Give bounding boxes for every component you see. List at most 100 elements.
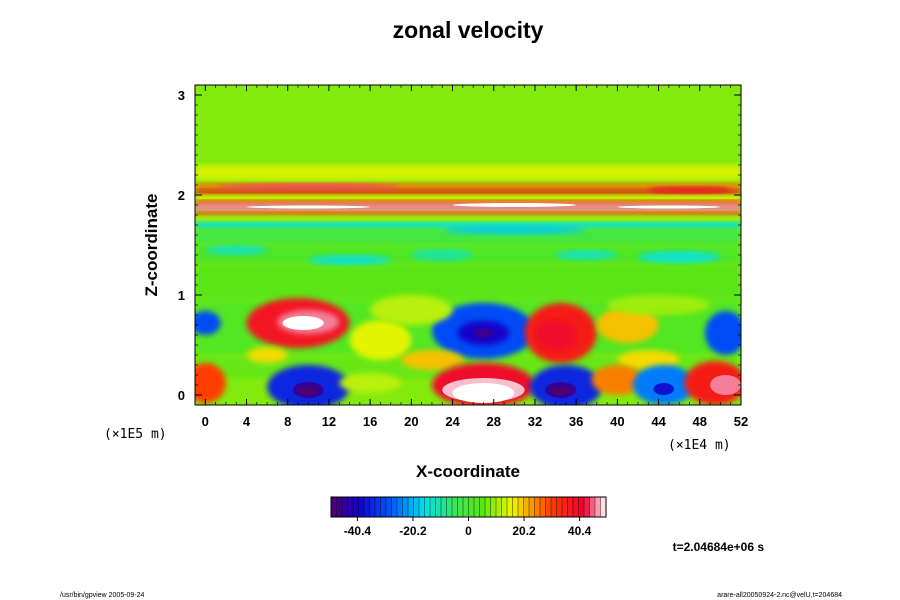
z-tick-label: 1 <box>178 288 185 303</box>
colorbar <box>330 497 607 517</box>
colorbar-cell <box>512 497 519 517</box>
colorbar-cell <box>545 497 552 517</box>
field-blob-14 <box>282 316 324 330</box>
field-blob-10 <box>617 205 721 209</box>
colorbar-cell <box>424 497 431 517</box>
band-9 <box>195 222 741 229</box>
colorbar-tick-label: 20.2 <box>512 524 536 538</box>
colorbar-cell <box>397 497 403 517</box>
field-blob-30 <box>339 373 402 393</box>
colorbar-cell <box>523 497 530 517</box>
field-blob-4 <box>637 251 721 263</box>
band-5 <box>195 200 741 205</box>
colorbar-cell <box>490 497 497 517</box>
field-blob-39 <box>653 383 675 395</box>
field-blob-36 <box>552 387 569 395</box>
chart-title: zonal velocity <box>393 17 544 43</box>
colorbar-cell <box>584 497 590 517</box>
colorbar-cell <box>463 497 469 517</box>
field-blob-15 <box>349 320 412 360</box>
colorbar-cell <box>402 497 409 517</box>
colorbar-cell <box>589 497 596 517</box>
field-blob-29 <box>300 387 317 395</box>
colorbar-cell <box>452 497 458 517</box>
colorbar-tick-label: -40.4 <box>344 524 372 538</box>
z-axis-ticks: 0 1 2 3 <box>178 88 741 403</box>
colorbar-cell <box>518 497 524 517</box>
colorbar-cell <box>364 497 370 517</box>
field-blob-21 <box>596 307 659 343</box>
x-tick-label: 52 <box>734 414 748 429</box>
colorbar-cell <box>457 497 464 517</box>
field-blob-1 <box>308 255 391 265</box>
band-8 <box>195 216 741 222</box>
colorbar-cell <box>485 497 491 517</box>
colorbar-cell <box>386 497 392 517</box>
colorbar-cell <box>479 497 486 517</box>
field-blob-37 <box>591 365 644 395</box>
colorbar-cell <box>507 497 513 517</box>
band-2 <box>195 183 741 189</box>
colorbar-cell <box>446 497 453 517</box>
colorbar-cell <box>347 497 354 517</box>
colorbar-cell <box>336 497 343 517</box>
field-blob-3 <box>555 250 618 260</box>
colorbar-cell <box>441 497 447 517</box>
colorbar-cell <box>534 497 541 517</box>
colorbar-cell <box>540 497 546 517</box>
field-blob-2 <box>411 249 474 261</box>
z-unit-label: (×1E5 m) <box>104 427 167 442</box>
band-10 <box>195 229 741 245</box>
colorbar-cell <box>369 497 376 517</box>
x-tick-label: 4 <box>243 414 251 429</box>
field-blob-11 <box>195 311 221 335</box>
x-tick-label: 0 <box>202 414 209 429</box>
colorbar-cell <box>562 497 568 517</box>
x-tick-label: 12 <box>322 414 336 429</box>
colorbar-cell <box>474 497 480 517</box>
field-blob-20 <box>534 320 577 350</box>
band-12 <box>195 265 741 300</box>
band-4 <box>195 195 741 201</box>
z-tick-label: 0 <box>178 388 185 403</box>
field-blob-43 <box>607 295 711 315</box>
field-blob-18 <box>473 328 494 338</box>
field-blob-25 <box>617 350 680 370</box>
colorbar-cell <box>529 497 535 517</box>
field-blob-0 <box>205 245 268 255</box>
colorbar-cell <box>567 497 574 517</box>
colorbar-cell <box>556 497 563 517</box>
colorbar-cell <box>342 497 348 517</box>
x-axis-label: X-coordinate <box>416 462 520 481</box>
field-blob-23 <box>246 347 288 363</box>
colorbar-cell <box>391 497 398 517</box>
z-tick-label: 3 <box>178 88 185 103</box>
time-label: t=2.04684e+06 s <box>673 540 765 554</box>
footer-right: arare-all20050924-2.nc@velU,t=204684 <box>717 592 842 599</box>
field-blob-24 <box>401 350 463 370</box>
x-tick-label: 32 <box>528 414 542 429</box>
field-blob-5 <box>442 226 587 234</box>
band-1 <box>195 165 741 180</box>
x-tick-label: 40 <box>610 414 624 429</box>
colorbar-cell <box>600 497 607 517</box>
colorbar-cell <box>380 497 387 517</box>
colorbar-cell <box>578 497 585 517</box>
band-3 <box>195 189 741 195</box>
colorbar-cell <box>573 497 579 517</box>
field-blob-41 <box>710 375 741 395</box>
band-0 <box>195 85 741 170</box>
x-tick-label: 24 <box>445 414 460 429</box>
footer-left: /usr/bin/gpview 2005-09-24 <box>60 592 145 599</box>
field-blob-26 <box>195 363 226 403</box>
colorbar-cell <box>408 497 414 517</box>
field-blob-9 <box>246 205 371 209</box>
x-tick-label: 44 <box>651 414 666 429</box>
colorbar-cell <box>375 497 381 517</box>
colorbar-cell <box>551 497 557 517</box>
colorbar-cell <box>435 497 442 517</box>
colorbar-cell <box>430 497 436 517</box>
z-tick-label: 2 <box>178 188 185 203</box>
colorbar-tick-label: -20.2 <box>399 524 427 538</box>
